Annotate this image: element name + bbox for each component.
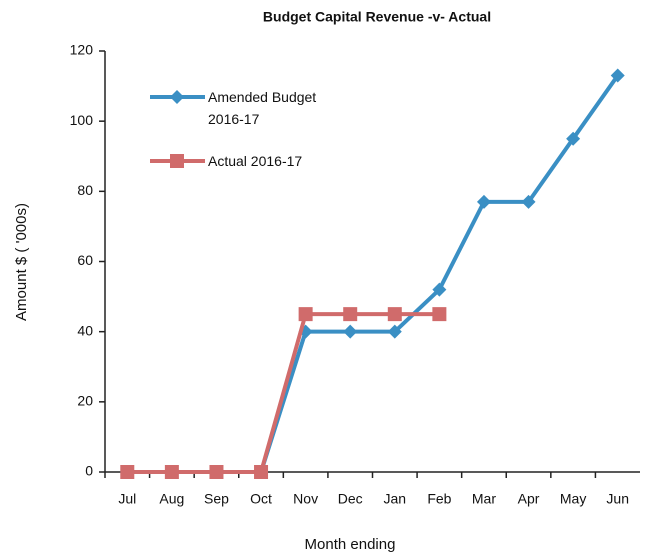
marker [387,307,402,322]
legend-label: Actual 2016-17 [208,153,303,169]
y-tick-label: 80 [77,182,93,198]
x-tick-label: Aug [159,491,184,507]
marker [298,307,313,322]
x-axis-label: Month ending [305,536,396,553]
x-tick-label: Jan [384,491,407,507]
y-tick-label: 0 [85,463,93,479]
marker [254,465,269,479]
marker [343,307,358,322]
marker [170,90,184,104]
marker [387,324,402,339]
x-tick-label: Oct [250,491,272,507]
chart-title: Budget Capital Revenue -v- Actual [263,9,491,25]
legend-label: Amended Budget 2016-17 [208,89,317,127]
series-line [127,74,620,474]
y-tick-label: 100 [70,112,94,128]
x-tick-label: Nov [293,491,318,507]
x-tick-label: May [560,491,586,507]
x-tick-label: Jul [118,491,136,507]
marker [343,324,358,339]
marker [170,154,184,168]
y-tick-label: 40 [77,322,93,338]
marker [521,194,536,209]
marker [209,465,224,479]
marker [476,194,491,209]
x-tick-label: Sep [204,491,229,507]
series-line [127,312,440,474]
x-tick-label: Jun [606,491,629,507]
marker [120,465,135,479]
marker [610,68,625,83]
marker [566,131,581,146]
y-tick-label: 120 [70,42,94,58]
x-tick-label: Mar [472,491,496,507]
y-tick-label: 60 [77,252,93,268]
marker [432,282,447,297]
y-axis-label: Amount $ ( '000s) [13,203,30,321]
y-tick-label: 20 [77,393,93,409]
x-tick-label: Dec [338,491,363,507]
marker [432,307,447,322]
x-tick-label: Apr [518,491,540,507]
marker [164,465,179,479]
x-tick-label: Feb [427,491,451,507]
